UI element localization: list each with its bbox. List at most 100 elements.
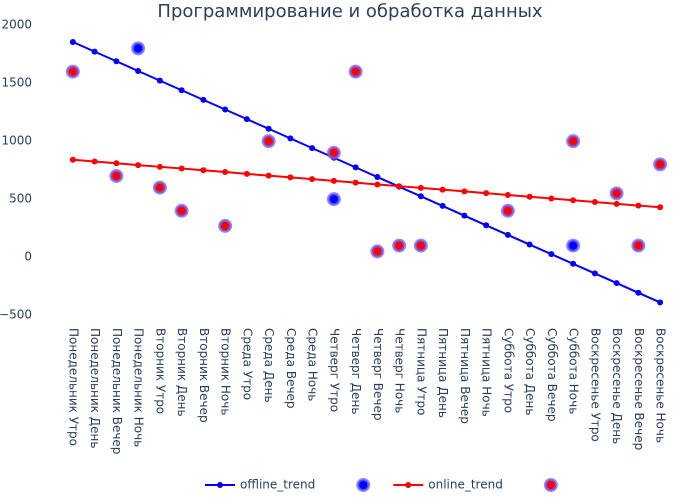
x-tick-label: Воскресенье Утро [588,328,602,442]
point [483,222,490,229]
x-tick-label: Вторник Ночь [219,328,233,415]
point [69,156,76,163]
x-tick-label: Понедельник Утро [66,328,80,446]
x-tick-label: Вторник Утро [153,328,167,414]
point [548,195,555,202]
point [135,67,142,74]
x-tick-label: Пятница Утро [414,328,428,415]
point-halo [348,64,363,79]
y-tick-label: 2000 [1,18,32,32]
legend-item: offline_trend [205,478,315,492]
x-tick-label: Вторник День [175,328,189,417]
point [156,163,163,170]
point [109,168,124,183]
point [439,186,446,193]
point [348,64,363,79]
point [178,87,185,94]
point [413,238,428,253]
point [570,197,577,204]
point-halo [653,157,668,172]
point [570,260,577,267]
x-tick-label: Воскресенье День [610,328,624,444]
point-halo [261,134,276,149]
point-halo [566,134,581,149]
point-halo [566,238,581,253]
chart-title: Программирование и обработка данных [157,1,543,22]
x-tick-label: Среда Ночь [306,328,320,401]
point [156,77,163,84]
point-halo [413,238,428,253]
point [439,202,446,209]
point [526,241,533,248]
point [417,184,424,191]
point [566,238,581,253]
point [243,116,250,123]
point [309,176,316,183]
point [287,135,294,142]
point [631,238,646,253]
x-tick-label: Понедельник Вечер [110,328,124,454]
point [113,58,120,65]
y-tick-label: −500 [0,308,32,322]
point-halo [65,64,80,79]
point [152,180,167,195]
point [526,193,533,200]
legend-marker [543,478,558,492]
point [222,169,229,176]
legend-label: offline_trend [240,478,315,492]
point [374,174,381,181]
point-halo [370,244,385,259]
point-halo [500,203,515,218]
point-halo [326,145,341,160]
point [500,203,515,218]
x-tick-label: Суббота Ночь [567,328,581,414]
point [135,162,142,169]
point [613,280,620,287]
point [461,188,468,195]
point [222,106,229,113]
x-tick-label: Воскресенье Вечер [632,328,646,450]
point [330,177,337,184]
point [609,186,624,201]
point [374,181,381,188]
point-halo [326,192,341,207]
point [178,165,185,172]
legend-label: online_trend [428,478,503,492]
y-tick-label: 0 [24,250,32,264]
point [483,190,490,197]
x-tick-label: Понедельник Ночь [132,328,146,447]
x-tick-label: Понедельник День [88,328,102,448]
point [91,158,98,165]
point [461,212,468,219]
point [591,270,598,277]
point [218,218,233,233]
point [309,145,316,152]
point [243,170,250,177]
point-halo [152,180,167,195]
x-tick-label: Четверг Вечер [371,328,385,421]
x-tick-label: Суббота Утро [501,328,515,413]
point [131,41,146,56]
point [635,289,642,296]
point [613,200,620,207]
point [591,198,598,205]
point [352,179,359,186]
legend-item [356,478,371,492]
point [261,134,276,149]
point [200,96,207,103]
y-tick-label: 1500 [1,76,32,90]
point [65,64,80,79]
point [504,231,511,238]
y-tick-label: 1000 [1,134,32,148]
point [392,238,407,253]
point [265,125,272,132]
point-halo [109,168,124,183]
point [653,157,668,172]
x-tick-label: Вторник Вечер [197,328,211,423]
point [326,192,341,207]
point [566,134,581,149]
trend-line [72,158,661,209]
point [113,160,120,167]
x-tick-label: Пятница Ночь [480,328,494,417]
